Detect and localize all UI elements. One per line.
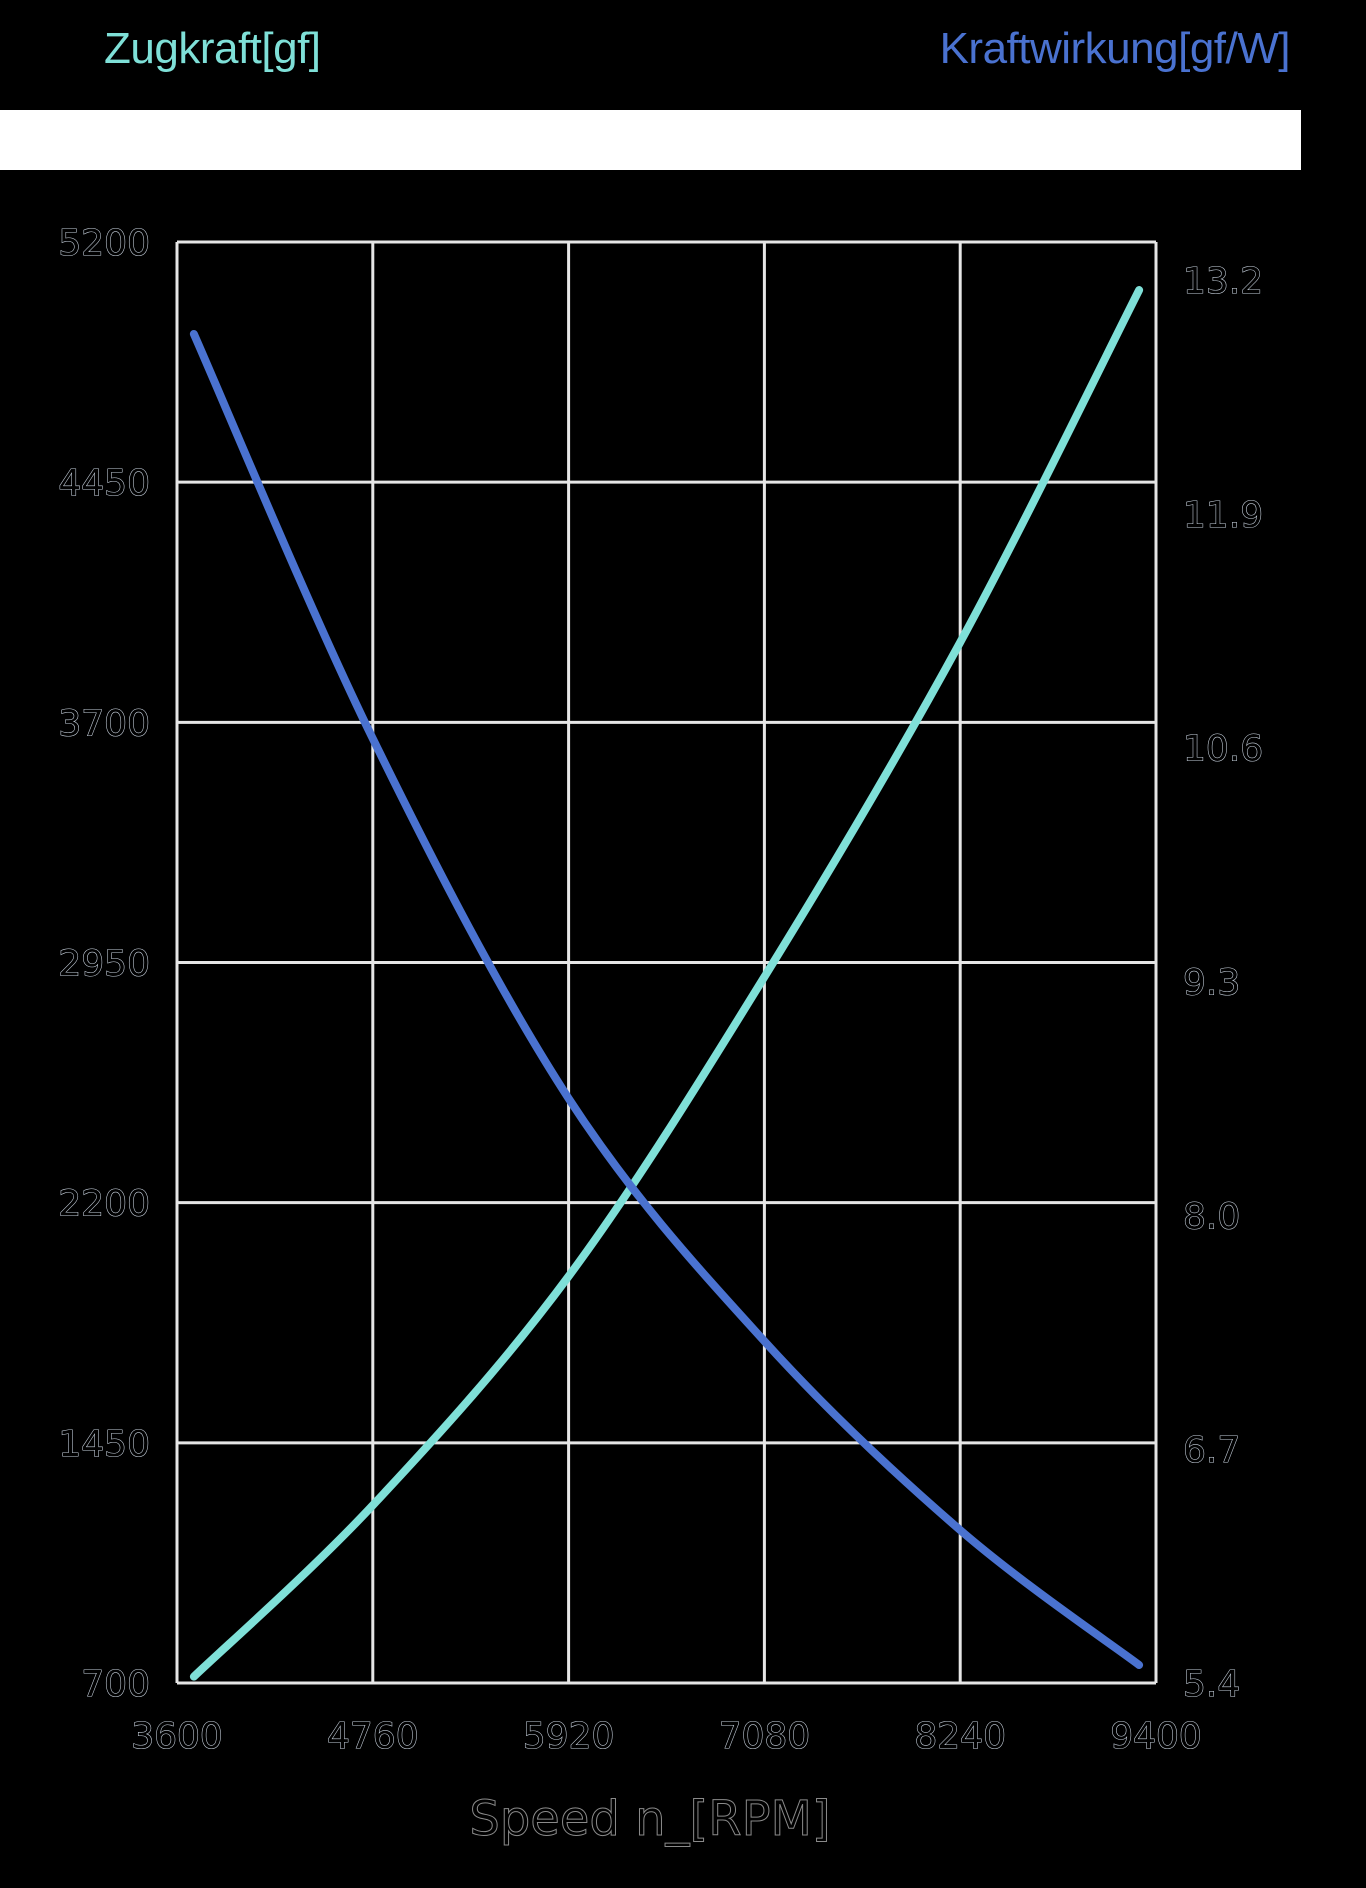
- y-right-tick-label: 13.2: [1183, 261, 1263, 302]
- y-left-tick-label: 700: [81, 1664, 150, 1705]
- y-left-tick-label: 5200: [58, 223, 150, 264]
- x-tick-label: 9400: [1110, 1716, 1202, 1757]
- y-right-tick-label: 11.9: [1183, 495, 1263, 536]
- grid-lines: [175, 240, 1158, 1685]
- y-right-tick-label: 5.4: [1183, 1664, 1240, 1705]
- x-tick-label: 3600: [131, 1716, 223, 1757]
- x-tick-label: 8240: [914, 1716, 1006, 1757]
- y-right-ticks: 13.2 11.9 10.6 9.3 8.0 6.7 5.4: [1182, 260, 1263, 1705]
- y-right-tick-label: 6.7: [1183, 1430, 1240, 1471]
- efficiency-line: [189, 329, 1144, 1670]
- x-tick-label: 7080: [719, 1716, 811, 1757]
- y-left-tick-label: 2950: [58, 944, 150, 985]
- y-right-tick-label: 9.3: [1183, 963, 1240, 1004]
- y-left-tick-label: 4450: [58, 463, 150, 504]
- x-ticks: 3600 4760 5920 7080 8240 9400: [131, 1715, 1203, 1757]
- y-left-tick-label: 1450: [58, 1424, 150, 1465]
- thrust-line: [189, 286, 1144, 1681]
- efficiency-axis-title: Kraftwirkung[gf/W]: [939, 24, 1291, 73]
- banner-bar: [0, 110, 1301, 170]
- series-lines: [189, 286, 1144, 1681]
- y-right-tick-label: 8.0: [1183, 1196, 1240, 1237]
- x-tick-label: 5920: [523, 1716, 615, 1757]
- y-left-ticks: 5200 4450 3700 2950 2200 1450 700: [58, 222, 151, 1705]
- x-axis-title: Speed n_[RPM]: [469, 1791, 830, 1847]
- y-left-tick-label: 3700: [58, 703, 150, 744]
- x-tick-label: 4760: [327, 1716, 419, 1757]
- thrust-axis-title: Zugkraft[gf]: [104, 24, 321, 73]
- y-left-tick-label: 2200: [58, 1184, 150, 1225]
- y-right-tick-label: 10.6: [1183, 729, 1263, 770]
